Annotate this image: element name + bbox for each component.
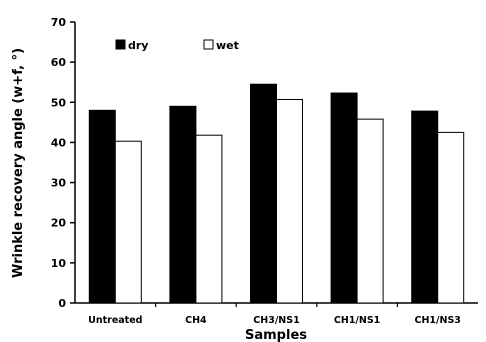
- legend: dry wet: [115, 39, 239, 52]
- bar-wet-ch4: [195, 134, 223, 304]
- x-tick-label: Untreated: [88, 315, 142, 326]
- bar-dry-ch3-ns1: [250, 83, 277, 304]
- y-axis-title: Wrinkle recovery angle (w+f, °): [11, 48, 26, 278]
- legend-label-wet: wet: [216, 39, 239, 52]
- bar-dry-ch1-ns3: [411, 110, 439, 304]
- bar-dry-untreated: [88, 109, 116, 304]
- x-tick-label: CH3/NS1: [253, 315, 299, 326]
- x-ticks: Untreated CH4 CH3/NS1 CH1/NS1 CH1/NS3: [88, 303, 461, 326]
- y-ticks: 0 10 20 30 40 50 60 70: [51, 16, 75, 310]
- legend-swatch-dry: [115, 39, 126, 50]
- bar-wet-ch1-ns1: [356, 118, 384, 304]
- bar-wet-untreated: [114, 140, 142, 304]
- x-tick-label: CH1/NS3: [414, 315, 460, 326]
- y-tick-label: 10: [51, 257, 67, 270]
- bars: [88, 83, 465, 304]
- y-tick-label: 60: [51, 56, 67, 69]
- bar-dry-ch1-ns1: [330, 92, 358, 304]
- y-tick-label: 30: [51, 177, 67, 190]
- y-tick-label: 70: [51, 16, 67, 29]
- x-tick-label: CH4: [185, 315, 207, 326]
- legend-label-dry: dry: [128, 39, 148, 52]
- x-axis-title: Samples: [245, 328, 307, 342]
- legend-swatch-wet: [203, 39, 214, 50]
- y-tick-label: 0: [58, 297, 66, 310]
- y-tick-label: 20: [51, 217, 67, 230]
- bar-dry-ch4: [169, 105, 197, 304]
- bar-wet-ch1-ns3: [437, 131, 465, 304]
- y-tick-label: 50: [51, 96, 67, 109]
- bar-wet-ch3-ns1: [276, 98, 303, 304]
- x-tick-label: CH1/NS1: [334, 315, 380, 326]
- y-tick-label: 40: [51, 136, 67, 149]
